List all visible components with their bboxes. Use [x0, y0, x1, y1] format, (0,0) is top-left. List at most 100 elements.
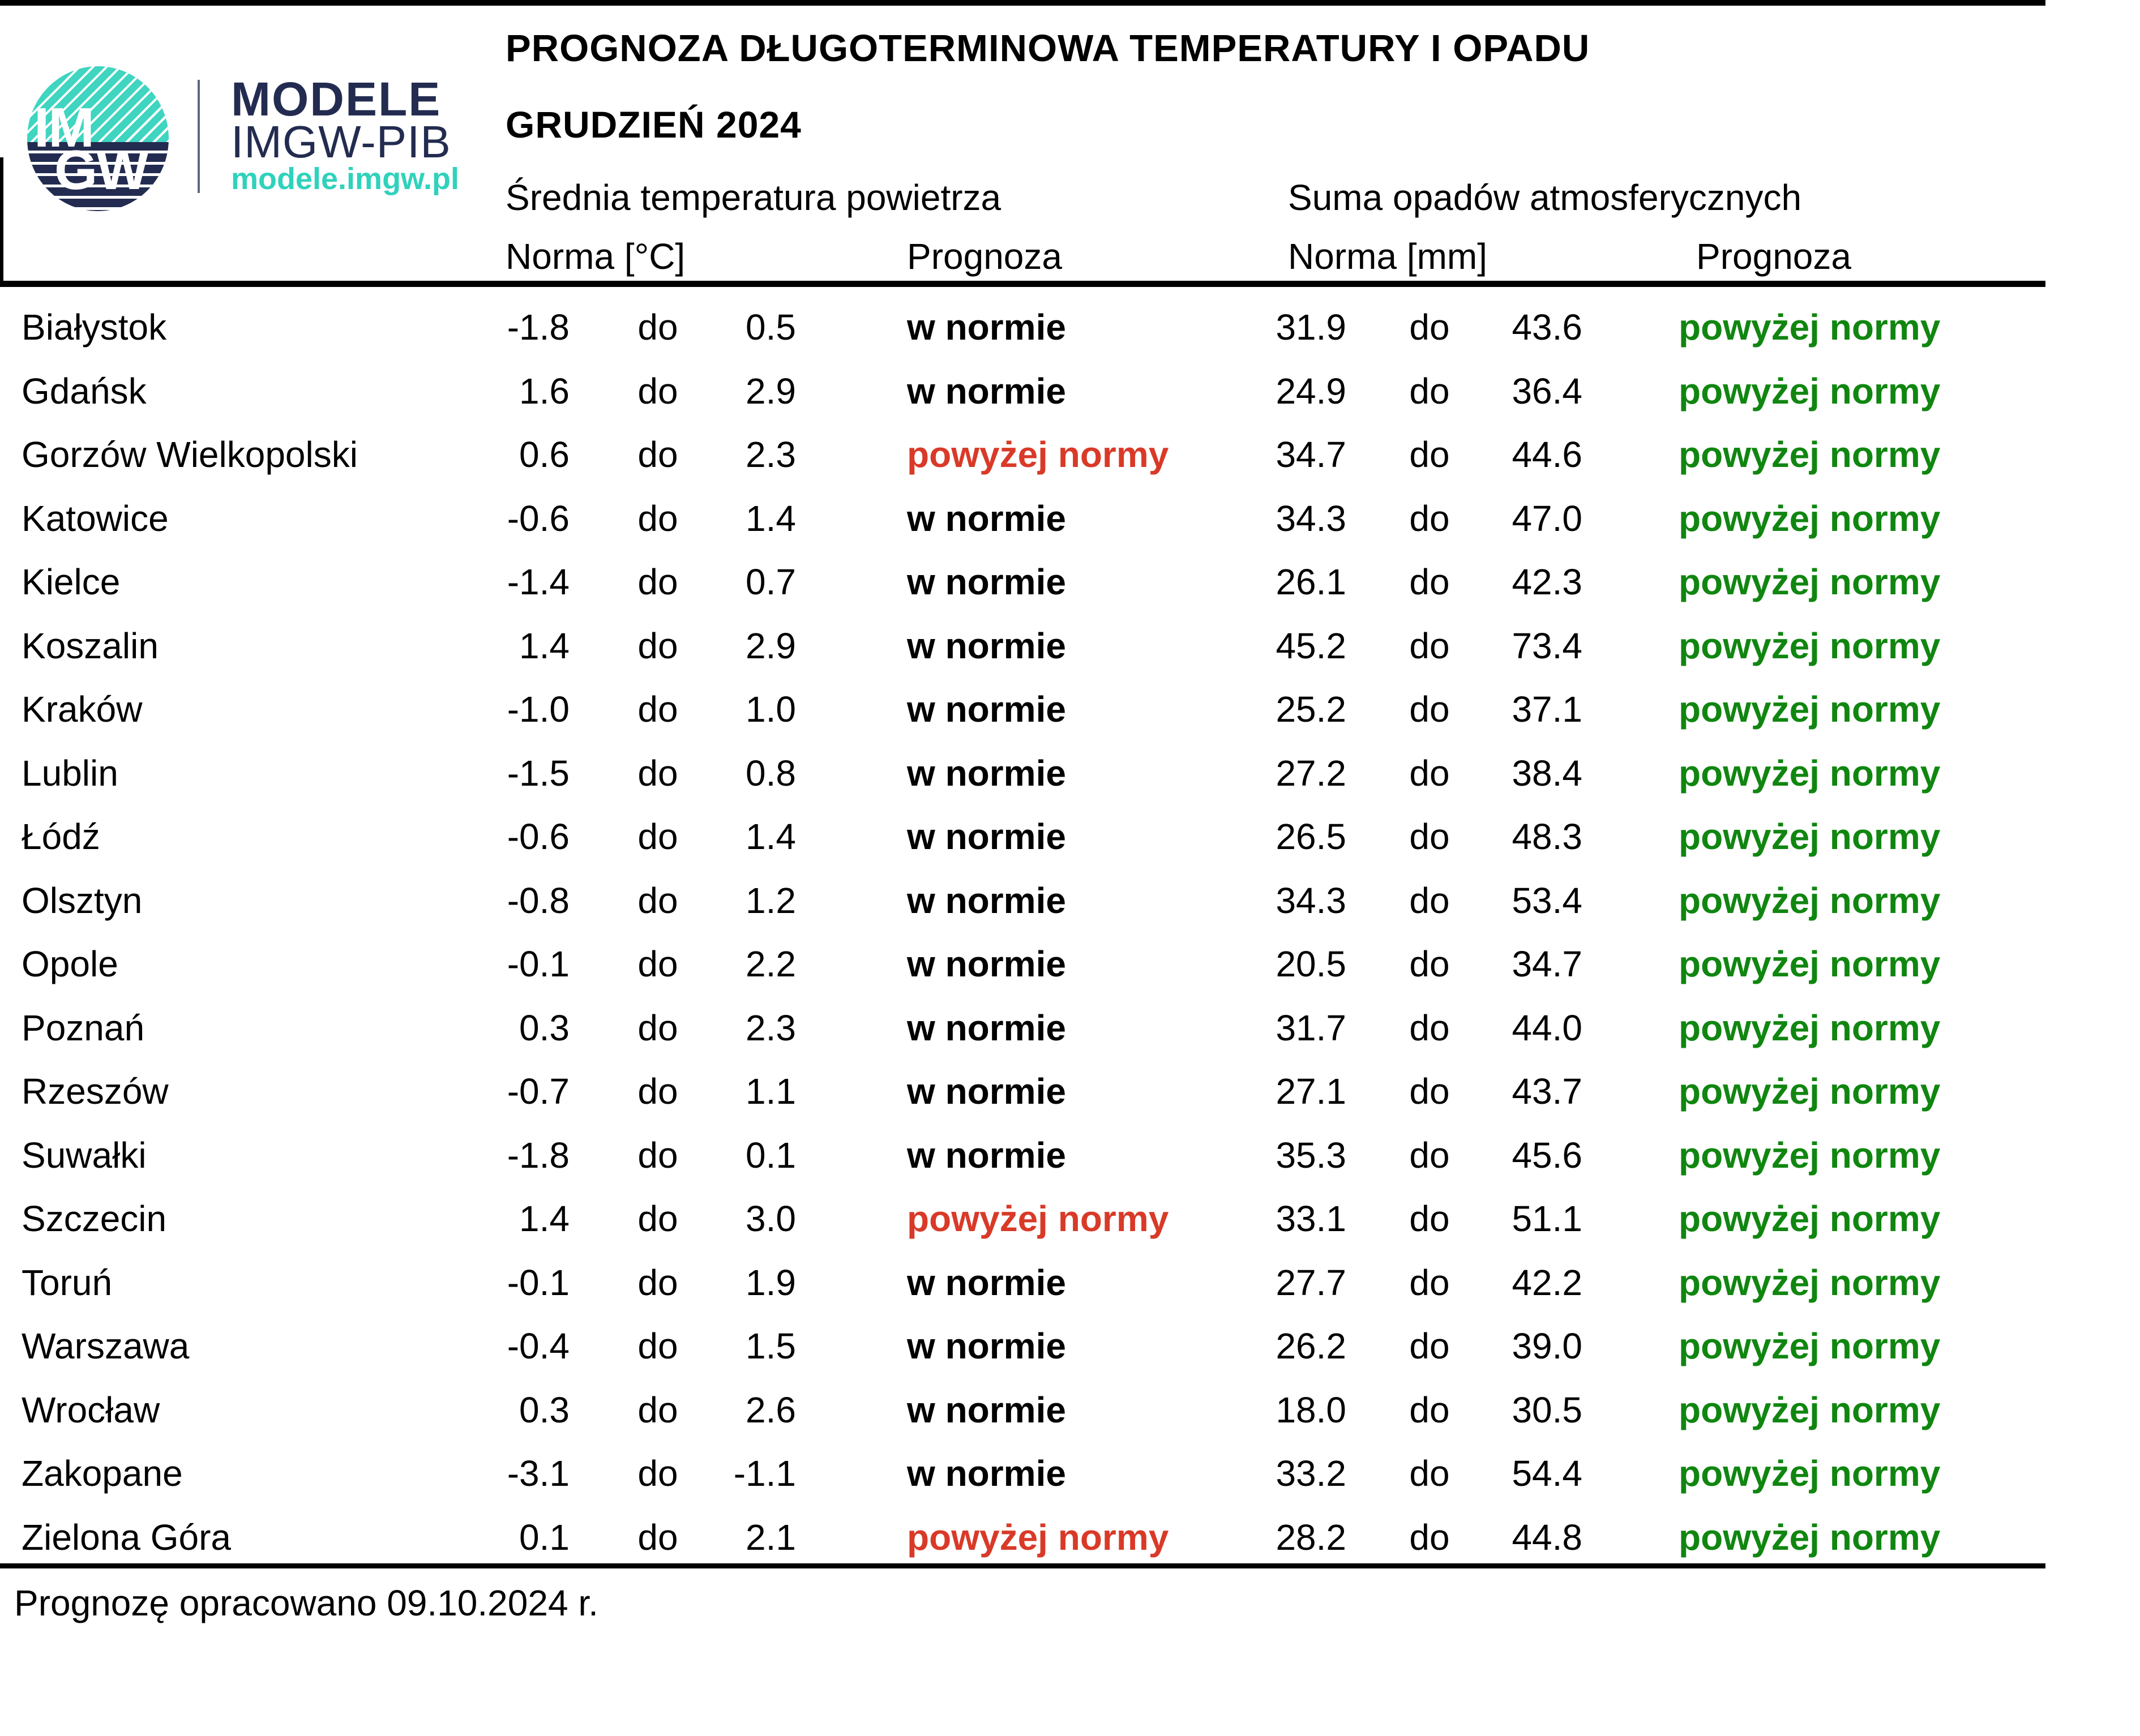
- city-name: Koszalin: [22, 625, 159, 666]
- precip-norm-min: 45.2: [1276, 625, 1346, 666]
- precip-norm-min: 28.2: [1276, 1516, 1346, 1558]
- temp-norm-min: 0.1: [519, 1516, 570, 1558]
- range-word: do: [1409, 498, 1450, 539]
- temp-forecast: powyżej normy: [907, 1198, 1169, 1239]
- precip-norm-min: 27.2: [1276, 752, 1346, 794]
- temp-norm-max: 0.7: [746, 561, 796, 602]
- range-word: do: [1409, 1453, 1450, 1494]
- column-header-temp-forecast: Prognoza: [907, 236, 1062, 277]
- table-row: Toruń -0.1 do 1.9 w normie 27.7 do 42.2 powyżej …: [0, 1251, 2140, 1315]
- precip-norm-max: 45.6: [1512, 1134, 1582, 1176]
- temp-forecast: powyżej normy: [907, 434, 1169, 475]
- city-name: Gdańsk: [22, 370, 147, 412]
- range-word: do: [637, 1007, 678, 1048]
- temp-forecast: w normie: [907, 307, 1066, 348]
- precip-norm-max: 53.4: [1512, 880, 1582, 921]
- range-word: do: [1409, 370, 1450, 412]
- temp-forecast: w normie: [907, 498, 1066, 539]
- precip-norm-max: 38.4: [1512, 752, 1582, 794]
- precip-norm-max: 73.4: [1512, 625, 1582, 666]
- precip-forecast: powyżej normy: [1679, 307, 1941, 348]
- precip-norm-min: 33.2: [1276, 1453, 1346, 1494]
- temp-forecast: w normie: [907, 1326, 1066, 1366]
- precip-norm-min: 26.1: [1276, 561, 1346, 602]
- precip-forecast: powyżej normy: [1679, 1134, 1941, 1176]
- temp-norm-min: -0.6: [507, 816, 570, 857]
- range-word: do: [1409, 752, 1450, 794]
- temp-forecast: powyżej normy: [907, 1516, 1169, 1558]
- table-row: Wrocław 0.3 do 2.6 w normie 18.0 do 30.5 powyżej…: [0, 1378, 2140, 1442]
- precip-forecast: powyżej normy: [1679, 1326, 1941, 1366]
- city-name: Opole: [22, 944, 118, 984]
- brand-name-line2: IMGW-PIB: [231, 117, 451, 167]
- precip-norm-max: 48.3: [1512, 816, 1582, 857]
- temp-norm-max: 2.6: [746, 1389, 796, 1430]
- precip-norm-min: 34.7: [1276, 434, 1346, 475]
- city-name: Kielce: [22, 561, 121, 602]
- temp-norm-max: 1.4: [746, 498, 796, 539]
- precip-forecast: powyżej normy: [1679, 370, 1941, 412]
- range-word: do: [1409, 561, 1450, 602]
- precip-norm-min: 20.5: [1276, 944, 1346, 984]
- precip-norm-min: 26.5: [1276, 816, 1346, 857]
- precip-norm-max: 51.1: [1512, 1198, 1582, 1239]
- city-name: Olsztyn: [22, 880, 143, 921]
- brand-name-line1: MODELE: [231, 72, 442, 126]
- precip-norm-max: 36.4: [1512, 370, 1582, 412]
- column-header-precip-forecast: Prognoza: [1696, 236, 1851, 277]
- temp-norm-min: -0.4: [507, 1326, 570, 1366]
- city-name: Łódź: [22, 816, 100, 857]
- temp-norm-max: 0.1: [746, 1134, 796, 1176]
- temp-norm-min: 1.4: [519, 625, 570, 666]
- range-word: do: [637, 1453, 678, 1494]
- temp-forecast: w normie: [907, 1007, 1066, 1048]
- precip-norm-max: 47.0: [1512, 498, 1582, 539]
- temp-norm-max: -1.1: [733, 1453, 796, 1494]
- city-name: Białystok: [22, 307, 167, 348]
- precip-forecast: powyżej normy: [1679, 1198, 1941, 1239]
- precip-forecast: powyżej normy: [1679, 625, 1941, 666]
- temp-norm-min: -1.5: [507, 752, 570, 794]
- precip-forecast: powyżej normy: [1679, 1389, 1941, 1430]
- column-header-precip-norm: Norma [mm]: [1288, 236, 1487, 277]
- temp-norm-max: 2.9: [746, 625, 796, 666]
- temp-forecast: w normie: [907, 880, 1066, 921]
- range-word: do: [637, 370, 678, 412]
- temp-norm-min: -0.6: [507, 498, 570, 539]
- city-name: Rzeszów: [22, 1071, 169, 1112]
- temp-norm-min: 0.3: [519, 1389, 570, 1430]
- range-word: do: [637, 434, 678, 475]
- range-word: do: [1409, 1326, 1450, 1366]
- precip-norm-max: 43.6: [1512, 307, 1582, 348]
- temp-norm-max: 1.9: [746, 1262, 796, 1303]
- temp-norm-min: -1.8: [507, 1134, 570, 1176]
- forecast-rows: Białystok -1.8 do 0.5 w normie 31.9 do 43.6 powy…: [0, 295, 2140, 1569]
- column-header-temp-norm: Norma [°C]: [506, 236, 686, 277]
- temp-norm-max: 2.3: [746, 434, 796, 475]
- range-word: do: [1409, 307, 1450, 348]
- temp-norm-max: 2.9: [746, 370, 796, 412]
- precip-norm-min: 26.2: [1276, 1326, 1346, 1366]
- range-word: do: [1409, 1516, 1450, 1558]
- range-word: do: [637, 1134, 678, 1176]
- page-subtitle: GRUDZIEŃ 2024: [506, 104, 802, 145]
- precip-forecast: powyżej normy: [1679, 1262, 1941, 1303]
- precip-forecast: powyżej normy: [1679, 752, 1941, 794]
- precip-forecast: powyżej normy: [1679, 434, 1941, 475]
- precip-norm-max: 39.0: [1512, 1326, 1582, 1366]
- precip-norm-min: 25.2: [1276, 689, 1346, 730]
- table-row: Gdańsk 1.6 do 2.9 w normie 24.9 do 36.4 powyżej …: [0, 359, 2140, 423]
- temp-forecast: w normie: [907, 752, 1066, 794]
- table-row: Zakopane -3.1 do -1.1 w normie 33.2 do 54.4 powy…: [0, 1442, 2140, 1506]
- section-label-temperature: Średnia temperatura powietrza: [506, 177, 1001, 218]
- range-word: do: [1409, 816, 1450, 857]
- precip-forecast: powyżej normy: [1679, 498, 1941, 539]
- logo-teal-stripes: [27, 66, 169, 143]
- precip-forecast: powyżej normy: [1679, 944, 1941, 984]
- precip-norm-min: 35.3: [1276, 1134, 1346, 1176]
- city-name: Wrocław: [22, 1389, 160, 1430]
- table-row: Lublin -1.5 do 0.8 w normie 27.2 do 38.4 powyżej…: [0, 741, 2140, 805]
- precip-forecast: powyżej normy: [1679, 880, 1941, 921]
- temp-norm-min: -1.4: [507, 561, 570, 602]
- precip-norm-min: 31.9: [1276, 307, 1346, 348]
